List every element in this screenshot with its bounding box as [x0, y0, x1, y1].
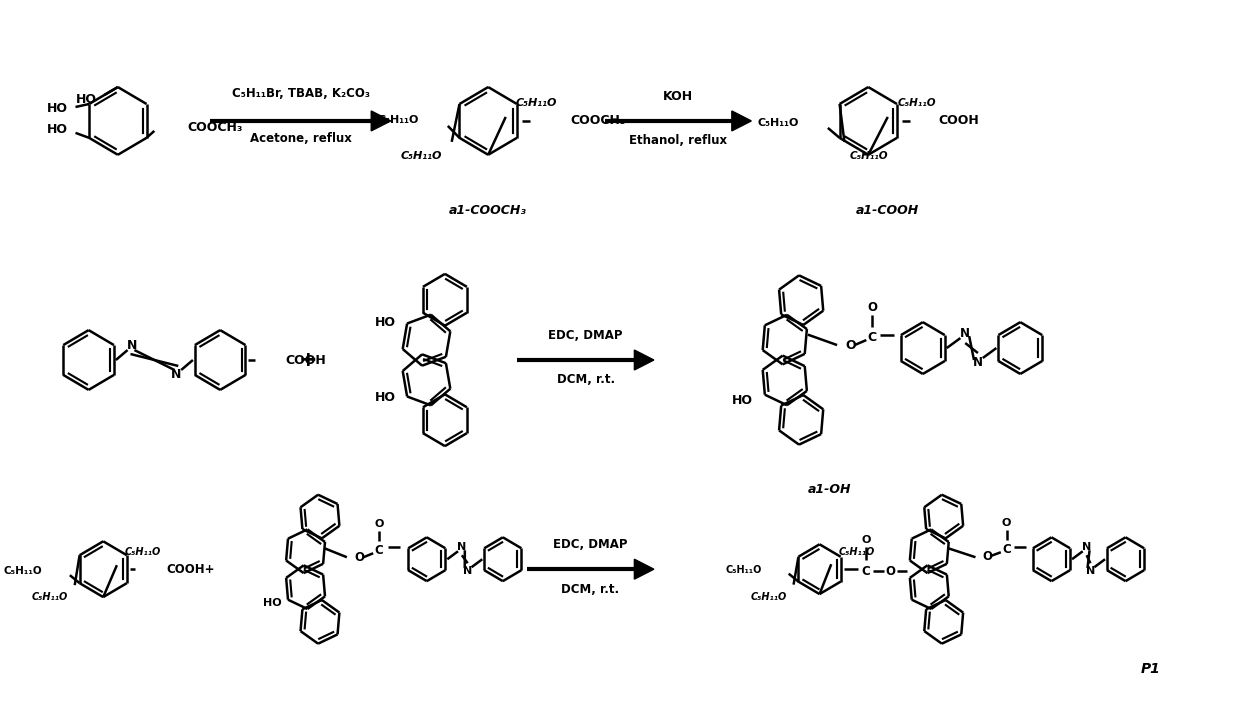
Text: O: O	[1002, 518, 1012, 528]
Text: EDC, DMAP: EDC, DMAP	[548, 328, 622, 341]
Text: O: O	[982, 550, 992, 563]
Text: C: C	[862, 564, 870, 577]
Text: COOCH₃: COOCH₃	[187, 122, 243, 135]
Text: DCM, r.t.: DCM, r.t.	[557, 374, 615, 387]
Text: C: C	[1002, 543, 1011, 556]
Text: COOH: COOH	[939, 114, 980, 127]
Text: Ethanol, reflux: Ethanol, reflux	[629, 135, 728, 148]
Text: N: N	[463, 566, 472, 576]
Text: N: N	[458, 542, 466, 552]
Text: HO: HO	[76, 92, 97, 106]
Text: a1-OH: a1-OH	[807, 483, 851, 496]
Text: C₅H₁₁O: C₅H₁₁O	[377, 115, 419, 125]
Text: COOCH₃: COOCH₃	[570, 114, 626, 127]
Text: N: N	[1083, 542, 1091, 552]
Text: C: C	[868, 330, 877, 343]
Text: O: O	[885, 564, 895, 577]
Text: C₅H₁₁Br, TBAB, K₂CO₃: C₅H₁₁Br, TBAB, K₂CO₃	[232, 86, 370, 99]
Text: C₅H₁₁O: C₅H₁₁O	[898, 98, 936, 108]
Text: C₅H₁₁O: C₅H₁₁O	[725, 564, 761, 575]
Text: N: N	[1086, 566, 1095, 576]
Text: HO: HO	[374, 316, 396, 329]
Text: HO: HO	[374, 391, 396, 404]
Text: P1: P1	[1141, 662, 1161, 676]
Text: C₅H₁₁O: C₅H₁₁O	[125, 547, 161, 557]
Text: HO: HO	[263, 598, 281, 608]
Polygon shape	[635, 559, 653, 579]
Text: N: N	[960, 327, 970, 340]
Text: C₅H₁₁O: C₅H₁₁O	[4, 566, 42, 576]
Text: O: O	[355, 551, 365, 564]
Text: KOH: KOH	[663, 89, 693, 102]
Text: a1-COOH: a1-COOH	[856, 204, 919, 217]
Text: C₅H₁₁O: C₅H₁₁O	[516, 98, 557, 108]
Text: HO: HO	[47, 123, 68, 136]
Text: O: O	[862, 535, 870, 545]
Text: HO: HO	[733, 394, 753, 407]
Text: N: N	[171, 369, 181, 382]
Text: EDC, DMAP: EDC, DMAP	[553, 538, 627, 551]
Text: C₅H₁₁O: C₅H₁₁O	[32, 592, 68, 602]
Text: COOH+: COOH+	[167, 563, 216, 576]
Text: C: C	[374, 544, 383, 557]
Text: C₅H₁₁O: C₅H₁₁O	[401, 150, 441, 161]
Text: C₅H₁₁O: C₅H₁₁O	[849, 150, 888, 161]
Polygon shape	[635, 350, 653, 370]
Text: HO: HO	[47, 102, 68, 115]
Text: N: N	[128, 338, 138, 351]
Text: O: O	[867, 301, 877, 314]
Text: O: O	[844, 338, 856, 351]
Text: +: +	[299, 350, 317, 370]
Text: N: N	[973, 356, 983, 369]
Polygon shape	[371, 111, 391, 131]
Text: Acetone, reflux: Acetone, reflux	[250, 132, 352, 145]
Text: O: O	[374, 519, 383, 529]
Text: DCM, r.t.: DCM, r.t.	[562, 582, 620, 595]
Text: C₅H₁₁O: C₅H₁₁O	[758, 118, 799, 128]
Text: C₅H₁₁O: C₅H₁₁O	[839, 547, 875, 557]
Text: a1-COOCH₃: a1-COOCH₃	[449, 204, 527, 217]
Polygon shape	[732, 111, 751, 131]
Text: C₅H₁₁O: C₅H₁₁O	[750, 592, 786, 602]
Text: COOH: COOH	[285, 354, 326, 366]
